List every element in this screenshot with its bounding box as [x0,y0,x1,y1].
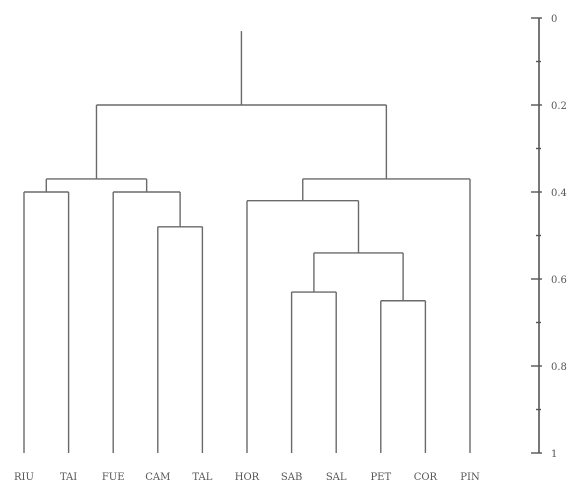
scale-tick-label-0: 0 [551,14,557,25]
leaf-label-tal: TAL [192,472,212,483]
leaf-label-cor: COR [414,472,438,483]
scale-tick-label-1: 0.2 [551,101,567,112]
leaf-label-riu: RIU [14,472,34,483]
scale-tick-label-5: 1 [551,449,557,460]
scale-tick-label-3: 0.6 [551,275,567,286]
leaf-label-sal: SAL [326,472,347,483]
leaf-label-hor: HOR [235,472,260,483]
leaf-label-tai: TAI [60,472,77,483]
scale-tick-label-2: 0.4 [551,188,567,199]
leaf-label-sab: SAB [281,472,302,483]
leaf-label-cam: CAM [145,472,170,483]
leaf-label-pet: PET [370,472,391,483]
leaf-label-fue: FUE [102,472,125,483]
leaf-label-pin: PIN [460,472,480,483]
scale-tick-label-4: 0.8 [551,362,567,373]
